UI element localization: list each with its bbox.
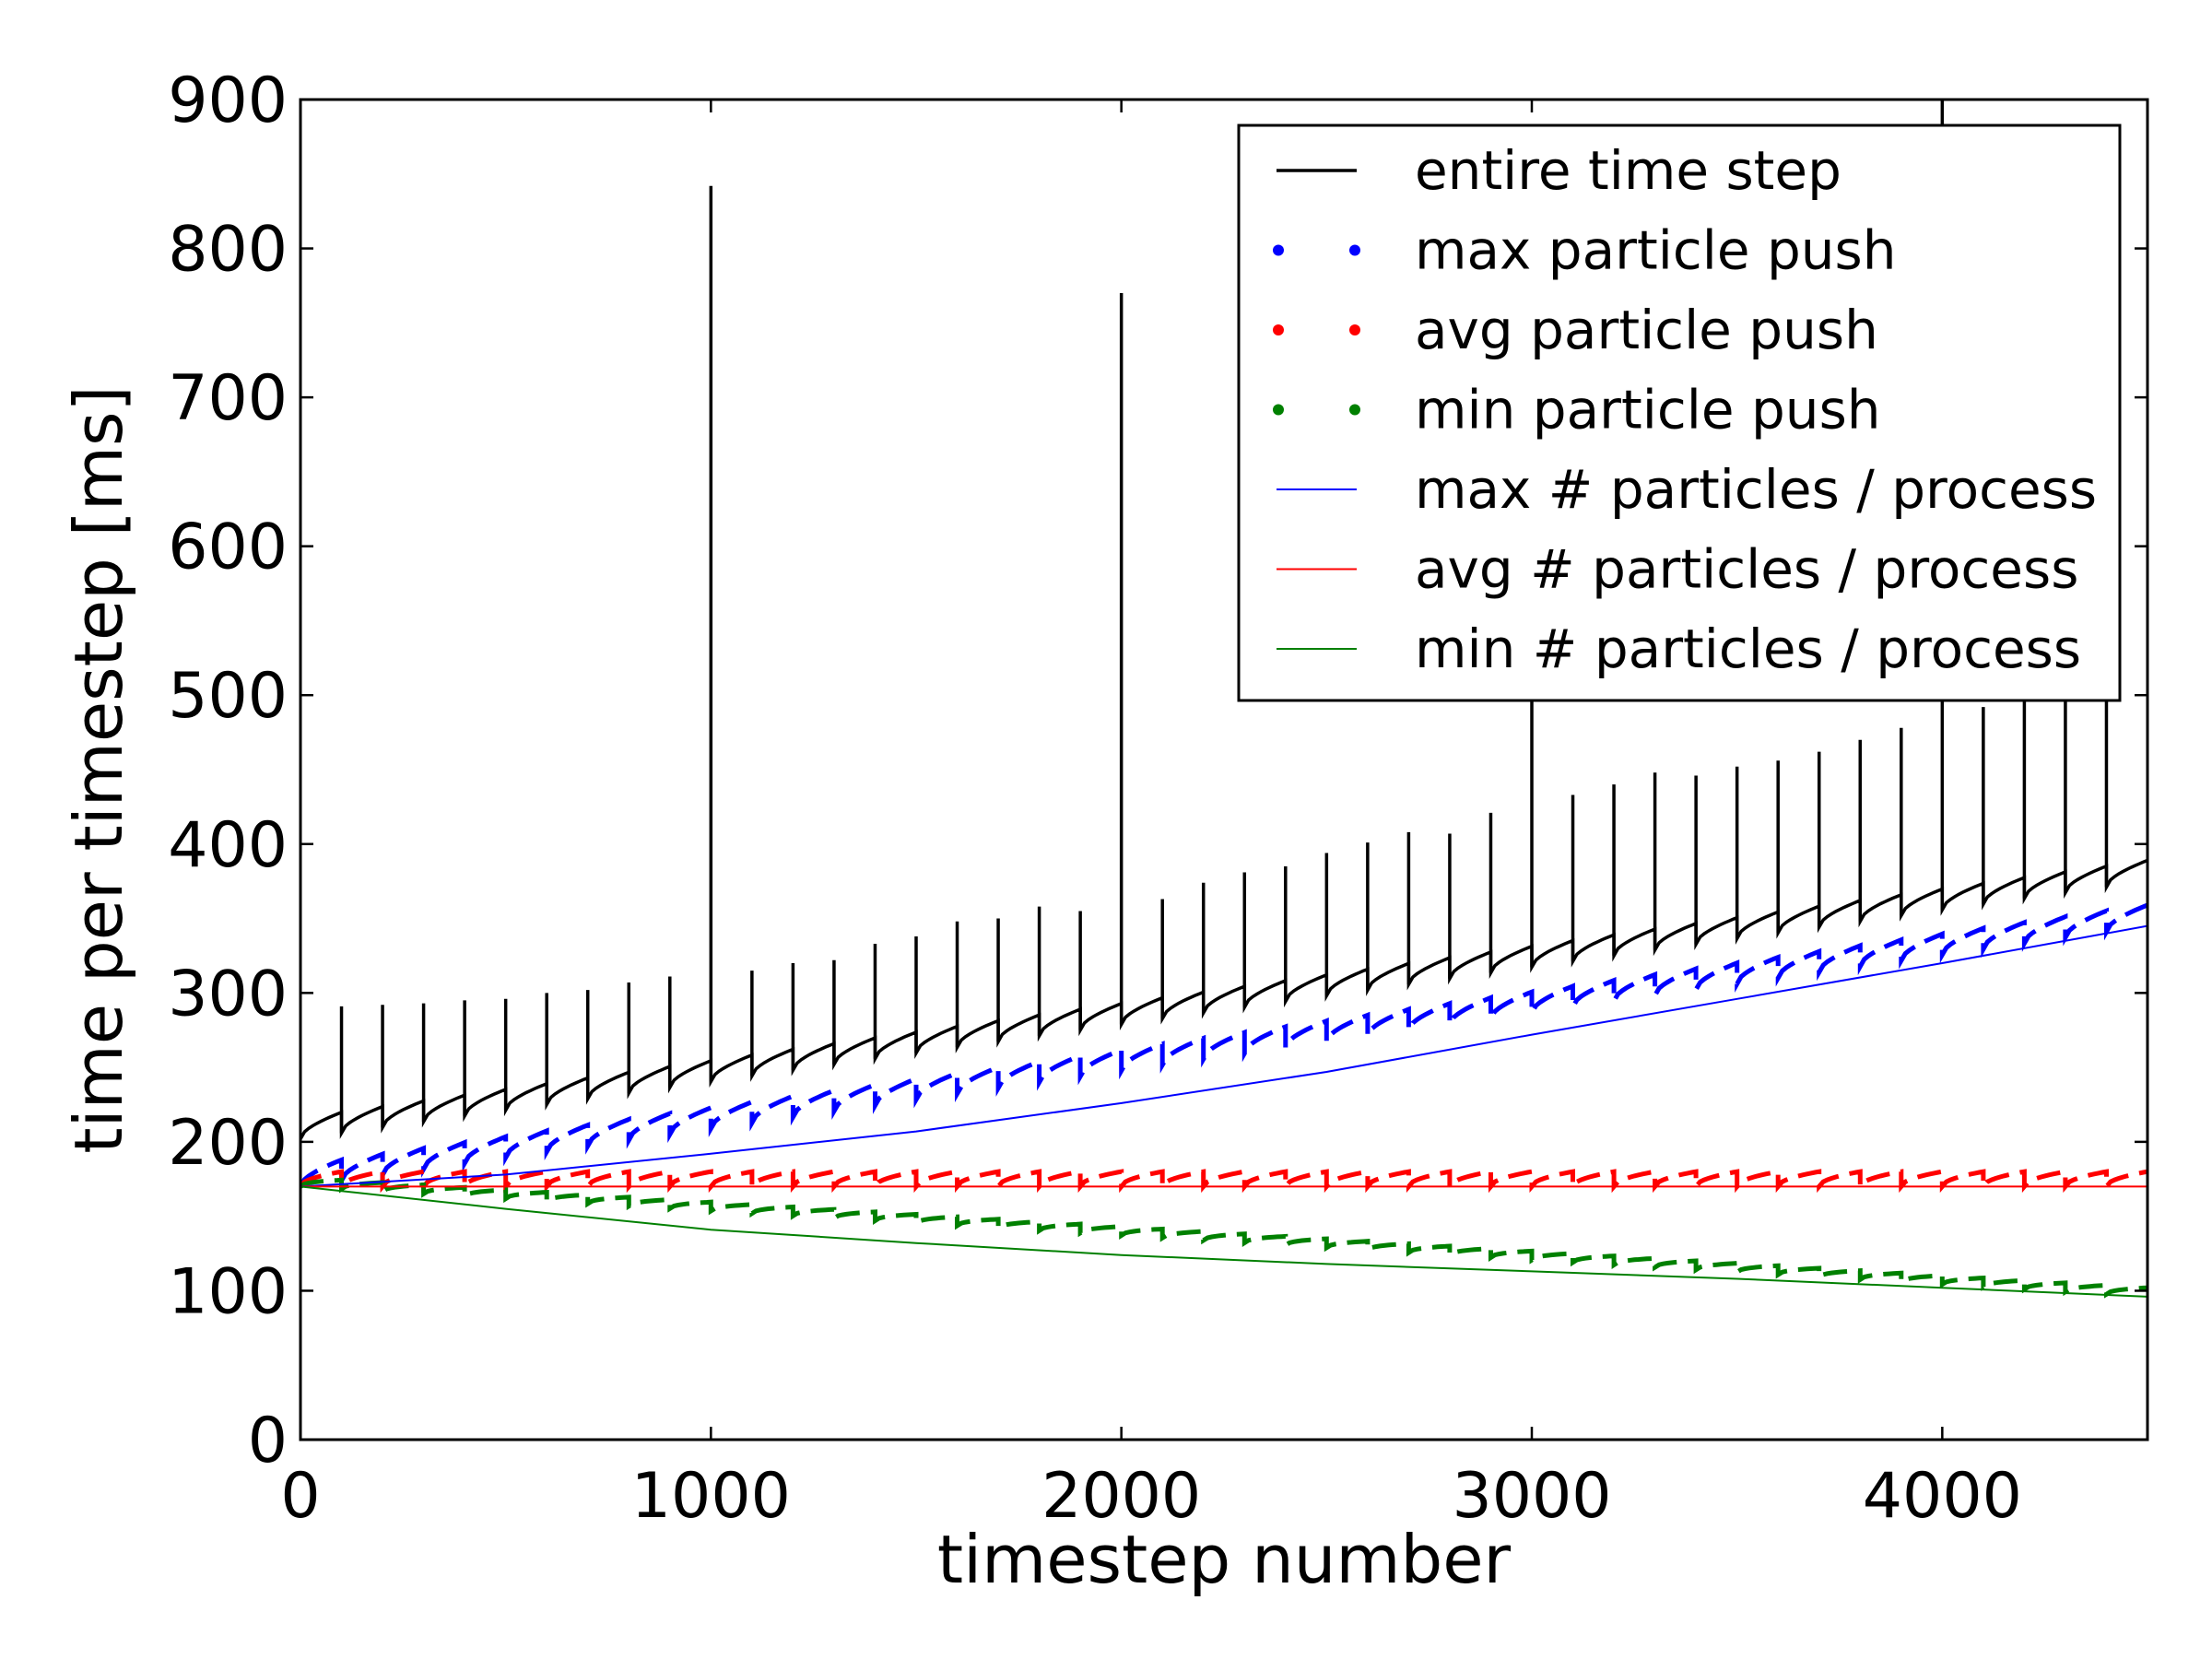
legend-marker (1273, 244, 1284, 256)
legend-marker (1349, 324, 1360, 335)
series-line-min-particles-process (300, 1185, 2147, 1298)
y-tick-label: 600 (168, 512, 288, 584)
legend-label: max # particles / process (1415, 458, 2097, 521)
y-tick-label: 200 (168, 1107, 288, 1180)
legend-label: min # particles / process (1415, 618, 2081, 680)
series-line-min-particle-push (300, 1177, 2147, 1299)
legend-box (1237, 124, 2122, 702)
series-line-avg-particle-push (300, 1169, 2147, 1194)
y-tick-label: 300 (168, 958, 288, 1030)
x-tick-label: 0 (280, 1460, 320, 1533)
x-tick-label: 1000 (631, 1460, 791, 1533)
plot-area (300, 100, 2147, 1299)
series-line-entire-time-step (300, 858, 2147, 1140)
legend-label: avg particle push (1415, 299, 1878, 361)
y-tick-label: 100 (168, 1255, 288, 1328)
series-group (300, 100, 2147, 1299)
x-axis: 0 1000 2000 3000 4000 (280, 100, 2022, 1533)
y-tick-label: 500 (168, 660, 288, 733)
legend-label: max particle push (1415, 219, 1897, 282)
y-tick-label: 900 (168, 65, 288, 137)
x-tick-label: 3000 (1452, 1460, 1611, 1533)
x-tick-label: 2000 (1041, 1460, 1201, 1533)
legend-label: min particle push (1415, 379, 1881, 441)
y-tick-label: 0 (248, 1405, 288, 1477)
legend-marker (1273, 324, 1284, 335)
plot-frame (299, 98, 2149, 1441)
legend: entire time step max particle push avg par… (1237, 124, 2122, 702)
legend-marker (1273, 404, 1284, 416)
y-tick-label: 800 (168, 214, 288, 287)
x-axis-title: timestep number (937, 1521, 1512, 1598)
legend-marker (1349, 404, 1360, 416)
legend-label: entire time step (1415, 139, 1841, 202)
y-axis: 0 100 200 300 400 500 600 700 800 900 (168, 65, 2147, 1477)
y-tick-label: 400 (168, 809, 288, 882)
legend-marker (1349, 244, 1360, 256)
y-tick-label: 700 (168, 362, 288, 435)
series-line-max-particles-process (300, 924, 2147, 1188)
series-line-max-particle-push (300, 902, 2147, 1190)
y-axis-title: time per timestep [ms] (60, 385, 137, 1153)
legend-label: avg # particles / process (1415, 538, 2078, 601)
x-tick-label: 4000 (1863, 1460, 2022, 1533)
